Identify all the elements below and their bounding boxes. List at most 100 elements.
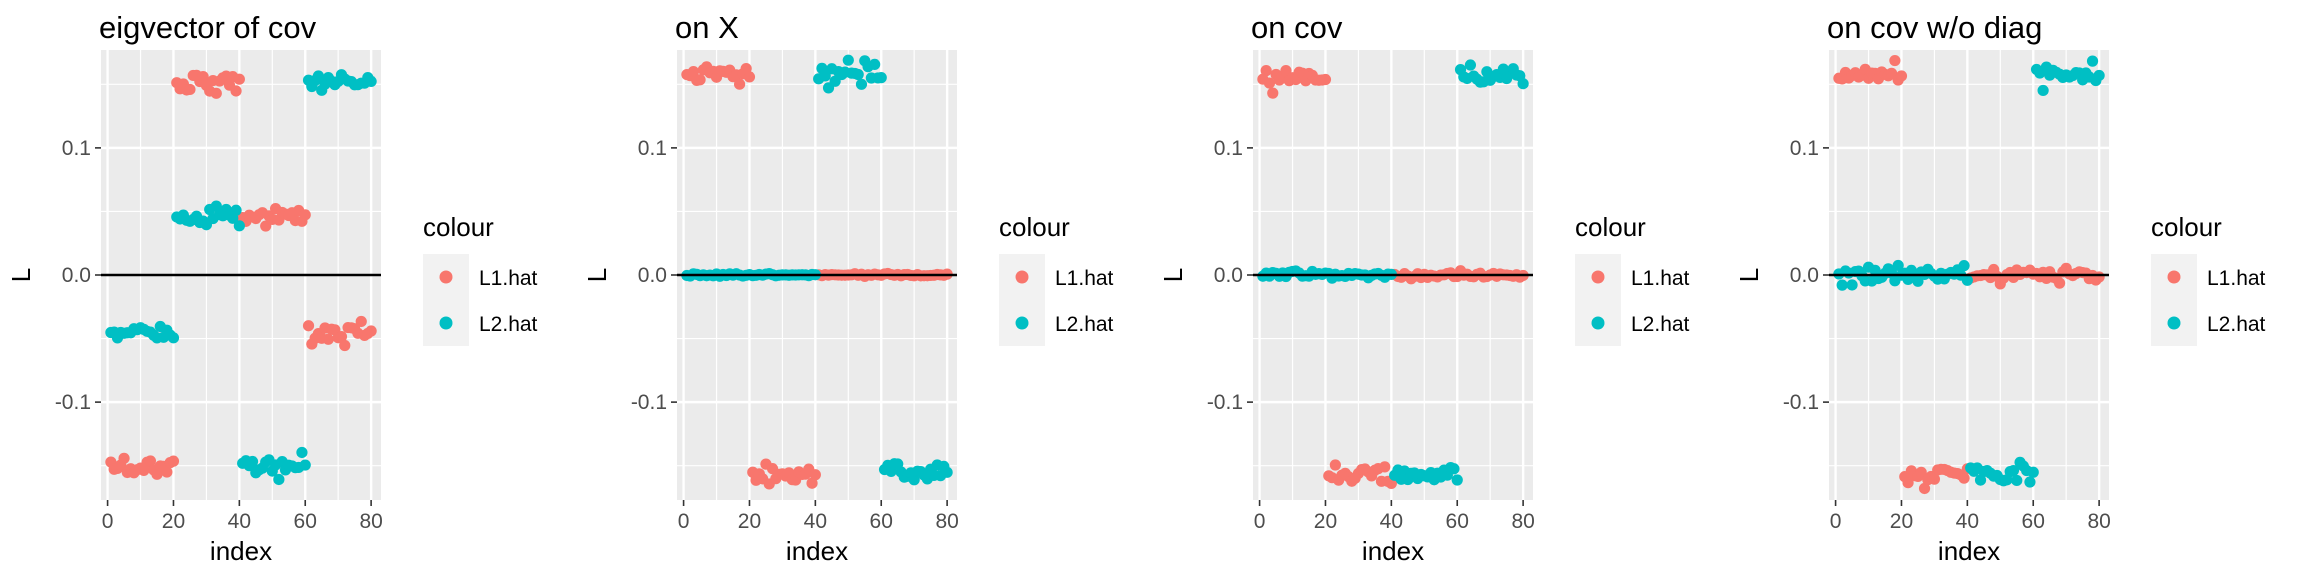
x-axis-title: index [1362, 536, 1424, 566]
y-tick-label: 0.0 [1790, 264, 1819, 287]
data-point [855, 78, 868, 90]
data-point [2053, 277, 2066, 289]
legend-key-point [1015, 270, 1029, 284]
legend-label: L2.hat [1055, 313, 1114, 336]
y-tick-label: 0.0 [1214, 264, 1243, 287]
legend-key-point [1591, 316, 1605, 330]
series-L1.hat [1257, 65, 1529, 490]
x-tick-label: 20 [1314, 510, 1337, 533]
data-point [233, 220, 245, 232]
data-point [167, 455, 180, 467]
data-point [875, 72, 887, 84]
series-L1.hat [105, 69, 377, 480]
data-point [2093, 271, 2105, 283]
x-tick-label: 80 [2087, 510, 2110, 533]
data-point [2007, 464, 2020, 477]
data-point [1958, 472, 1970, 484]
data-point [167, 332, 180, 344]
data-point [1961, 274, 1973, 286]
panel-title: on X [675, 10, 739, 45]
x-tick-label: 0 [102, 510, 114, 533]
legend-label: L1.hat [479, 267, 538, 290]
data-point [1451, 474, 1463, 486]
data-point [1889, 54, 1901, 67]
data-point [296, 446, 308, 459]
data-point [339, 339, 351, 352]
data-point [1517, 78, 1529, 90]
data-point [1267, 87, 1279, 99]
x-tick-label: 40 [1380, 510, 1403, 533]
x-tick-label: 40 [804, 510, 827, 533]
data-point [197, 70, 209, 83]
data-point [2024, 476, 2036, 488]
x-tick-label: 80 [1511, 510, 1534, 533]
x-axis-title: index [210, 536, 272, 566]
data-point [1895, 70, 1908, 82]
y-tick-label: -0.1 [1783, 391, 1819, 414]
data-point [2093, 69, 2105, 82]
panel-title: on cov w/o diag [1827, 10, 2042, 45]
y-tick-label: -0.1 [631, 391, 667, 414]
data-point [161, 466, 173, 478]
x-axis-title: index [786, 536, 848, 566]
data-point [210, 200, 222, 212]
x-tick-label: 20 [738, 510, 761, 533]
series-L2.hat [1257, 59, 1529, 486]
data-point [184, 83, 196, 96]
legend-title: colour [999, 212, 1070, 242]
data-point [365, 325, 377, 337]
x-tick-label: 20 [1890, 510, 1913, 533]
data-point [1974, 474, 1987, 486]
data-point [144, 455, 157, 467]
y-axis-title: L [6, 268, 36, 282]
data-point [2027, 466, 2039, 478]
data-point [694, 74, 706, 86]
data-point [908, 474, 920, 486]
panel-4: on cov w/o diag 0 20 40 60 80 -0.1 0.0 0.1 index L… [1734, 10, 2266, 566]
data-point [1329, 459, 1341, 471]
data-point [1915, 466, 1927, 478]
legend-label: L1.hat [2207, 267, 2266, 290]
x-tick-label: 20 [162, 510, 185, 533]
legend: colour L1.hat L2.hat [1575, 212, 1690, 346]
x-tick-label: 80 [359, 510, 382, 533]
y-tick-label: 0.0 [62, 264, 91, 287]
legend-label: L2.hat [1631, 313, 1690, 336]
data-point [687, 65, 700, 78]
y-tick-label: 0.1 [638, 137, 667, 160]
y-tick-label: 0.1 [1214, 137, 1243, 160]
x-axis-title: index [1938, 536, 2000, 566]
data-point [852, 68, 864, 81]
data-point [1836, 279, 1848, 291]
data-point [819, 70, 831, 82]
data-point [1263, 77, 1276, 89]
data-point [1260, 65, 1272, 77]
legend-label: L2.hat [479, 313, 538, 336]
legend-title: colour [423, 212, 494, 242]
data-point [1464, 59, 1477, 71]
data-point [118, 452, 130, 464]
data-point [273, 473, 285, 486]
legend-key-point [2167, 316, 2181, 330]
data-point [299, 459, 311, 471]
data-point [1280, 65, 1292, 77]
data-point [2011, 474, 2023, 487]
data-point [210, 87, 222, 99]
data-point [1928, 473, 1941, 485]
data-point [1379, 461, 1391, 473]
legend-key-point [439, 270, 453, 284]
panel-title: eigvector of cov [99, 10, 317, 45]
data-point [1846, 279, 1858, 291]
y-tick-label: 0.1 [1790, 137, 1819, 160]
data-point [365, 75, 377, 88]
x-tick-label: 60 [870, 510, 893, 533]
legend-label: L2.hat [2207, 313, 2266, 336]
legend: colour L1.hat L2.hat [999, 212, 1114, 346]
data-point [2086, 55, 2099, 67]
panel-1: eigvector of cov 0 20 40 60 80 -0.1 0.0 0.1 index… [6, 10, 538, 566]
data-point [1448, 463, 1460, 475]
